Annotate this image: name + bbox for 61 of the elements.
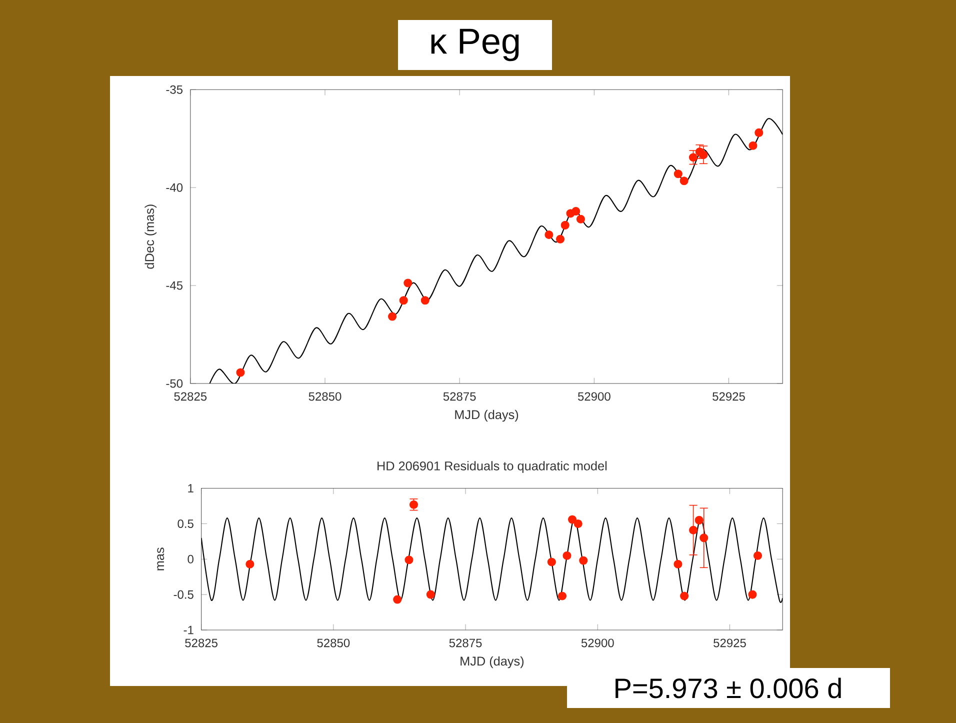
point xyxy=(547,558,556,566)
x-axis-title: MJD (days) xyxy=(460,656,524,668)
point xyxy=(579,556,588,565)
x-tick-label: 52825 xyxy=(174,392,207,401)
point xyxy=(544,230,554,240)
point xyxy=(236,368,245,377)
y-tick-label: -40 xyxy=(166,183,183,192)
point xyxy=(420,296,430,305)
point xyxy=(558,592,567,600)
point xyxy=(680,592,689,600)
point xyxy=(574,519,582,528)
point xyxy=(748,141,758,150)
y-tick-label: 1 xyxy=(188,484,194,492)
x-tick-label: 52850 xyxy=(317,638,350,648)
y-tick-label: -50 xyxy=(166,379,183,388)
x-tick-label: 52875 xyxy=(443,392,476,401)
x-tick-label: 52850 xyxy=(308,392,342,401)
point xyxy=(409,500,418,509)
point xyxy=(674,170,682,178)
text: P=5.973 ± 0.006 d xyxy=(616,678,841,698)
x-tick-label: 52925 xyxy=(712,392,745,401)
y-tick-label: -35 xyxy=(166,85,183,94)
point xyxy=(388,312,397,321)
point xyxy=(674,560,682,568)
point xyxy=(694,516,704,524)
point xyxy=(689,526,698,534)
point xyxy=(680,176,688,186)
point xyxy=(556,234,565,244)
point xyxy=(700,534,708,542)
y-tick-label: -0.5 xyxy=(174,590,194,599)
x-tick-label: 52825 xyxy=(185,638,218,648)
point xyxy=(576,214,585,224)
x-tick-label: 52925 xyxy=(714,638,746,648)
x-tick-label: 52900 xyxy=(581,638,614,648)
point xyxy=(393,595,402,604)
point xyxy=(754,128,764,137)
x-axis-title: MJD (days) xyxy=(455,410,518,422)
point xyxy=(748,590,757,599)
x-tick-label: 52900 xyxy=(578,392,610,401)
chart-title: κ Peg xyxy=(431,28,519,62)
point xyxy=(560,220,570,230)
line-series xyxy=(209,118,783,384)
y-tick-label: -1 xyxy=(184,626,194,634)
point xyxy=(404,556,414,564)
y-tick-label: 0 xyxy=(188,554,194,564)
point xyxy=(572,207,580,216)
point xyxy=(562,551,572,560)
y-tick-label: -45 xyxy=(166,281,183,290)
point xyxy=(399,296,408,305)
y-axis-title: dDec (mas) xyxy=(144,204,157,269)
point xyxy=(426,590,435,599)
x-tick-label: 52875 xyxy=(449,638,482,648)
y-axis-title: mas xyxy=(157,548,164,570)
point xyxy=(754,551,762,560)
point xyxy=(246,560,254,568)
point xyxy=(688,153,698,162)
point xyxy=(568,515,577,524)
chart-title: HD 206901 Residuals to quadratic model xyxy=(378,461,607,473)
point xyxy=(404,278,412,288)
point xyxy=(699,150,708,160)
y-tick-label: 0.5 xyxy=(178,519,194,528)
